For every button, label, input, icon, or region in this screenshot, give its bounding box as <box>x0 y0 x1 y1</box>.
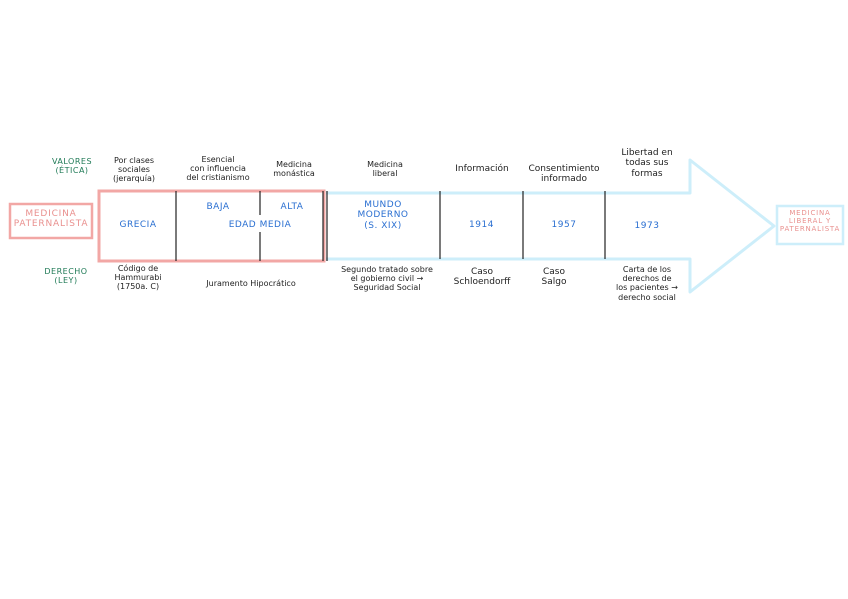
top-text-clases: Por clases sociales (jerarquía) <box>100 156 168 184</box>
bottom-text-line: Segundo tratado sobre <box>341 265 433 274</box>
row-label-line: VALORES <box>51 157 93 166</box>
bottom-text-line: el gobierno civil → <box>350 274 424 284</box>
row-label-line: (LEY) <box>54 276 78 286</box>
top-text-line: informado <box>541 174 587 185</box>
timeline-arrow <box>326 158 776 294</box>
top-text-line: monástica <box>273 169 315 179</box>
cell-edad-media: EDAD MEDIA <box>215 220 305 231</box>
left-label-line: MEDICINA <box>25 209 77 219</box>
bottom-text-schloendorff: Caso Schloendorff <box>444 267 520 288</box>
top-text-line: Medicina <box>276 160 312 169</box>
bottom-text-salgo: Caso Salgo <box>524 267 584 288</box>
cell-grecia: GRECIA <box>119 220 157 230</box>
bottom-text-line: Código de <box>117 264 159 273</box>
cell-1914: 1914 <box>469 220 494 230</box>
cell-1973: 1973 <box>634 221 660 231</box>
bottom-text-line: los pacientes → <box>616 283 678 293</box>
right-label: MEDICINA LIBERAL Y PATERNALISTA <box>776 209 844 233</box>
top-text-line: con influencia <box>190 164 246 174</box>
bottom-text-line: derecho social <box>618 292 676 302</box>
bottom-text-segundo: Segundo tratado sobre el gobierno civil … <box>334 265 440 293</box>
bottom-text-line: Caso <box>471 267 493 277</box>
top-text-line: (jerarquía) <box>113 174 155 184</box>
bottom-text-carta: Carta de los derechos de los pacientes →… <box>609 265 685 302</box>
cell-line: MODERNO <box>357 210 409 221</box>
right-label-box <box>775 204 845 246</box>
row-label-line: DERECHO <box>44 267 88 276</box>
bottom-text-line: Carta de los <box>622 265 672 274</box>
left-label-line: PATERNALISTA <box>13 219 89 230</box>
top-text-consentimiento: Consentimiento informado <box>522 164 606 185</box>
antiquity-block <box>97 189 326 263</box>
row-label-valores: VALORES (ÉTICA) <box>44 157 100 175</box>
cell-line: MUNDO <box>364 200 402 210</box>
top-text-informacion: Información <box>442 164 522 174</box>
top-text-line: liberal <box>372 169 398 179</box>
top-text-line: Esencial <box>201 155 235 164</box>
bottom-text-line: Salgo <box>541 277 567 288</box>
top-text-line: Consentimiento <box>528 164 600 174</box>
cell-line: (S. XIX) <box>364 220 402 231</box>
bottom-text-line: Caso <box>543 267 565 277</box>
right-label-line: MEDICINA <box>789 209 831 217</box>
top-text-line: del cristianismo <box>186 173 250 183</box>
top-text-line: todas sus <box>625 158 669 169</box>
bottom-text-juramento: Juramento Hipocrático <box>196 279 306 288</box>
row-label-line: (ÉTICA) <box>55 166 89 176</box>
top-text-esencial: Esencial con influencia del cristianismo <box>176 155 260 183</box>
top-text-monastica: Medicina monástica <box>264 160 324 178</box>
left-label-box <box>8 202 94 240</box>
top-text-line: Libertad en <box>621 148 673 158</box>
row-label-derecho: DERECHO (LEY) <box>38 267 94 285</box>
top-text-line: Por clases <box>113 156 155 165</box>
bottom-text-line: Seguridad Social <box>353 283 421 293</box>
cell-1957: 1957 <box>551 220 577 230</box>
cell-mundo-moderno: MUNDO MODERNO (S. XIX) <box>338 200 428 231</box>
bottom-text-line: (1750a. C) <box>116 282 160 292</box>
left-label: MEDICINA PATERNALISTA <box>12 209 90 230</box>
bottom-text-line: Hammurabi <box>114 273 162 283</box>
cell-baja: BAJA <box>206 202 230 212</box>
cell-alta: ALTA <box>280 202 304 212</box>
bottom-text-line: Juramento Hipocrático <box>206 279 296 288</box>
bottom-text-line: Schloendorff <box>453 277 511 288</box>
top-text-line: formas <box>631 168 663 179</box>
top-text-liberal: Medicina liberal <box>350 160 420 178</box>
top-text-libertad: Libertad en todas sus formas <box>607 148 687 179</box>
top-text-line: Medicina <box>367 160 403 169</box>
top-text-line: sociales <box>118 165 150 175</box>
top-text-line: Información <box>455 164 509 174</box>
right-label-line: LIBERAL Y <box>788 217 832 226</box>
bottom-text-codigo: Código de Hammurabi (1750a. C) <box>104 264 172 292</box>
right-label-line: PATERNALISTA <box>779 225 841 234</box>
bottom-text-line: derechos de <box>622 274 672 284</box>
